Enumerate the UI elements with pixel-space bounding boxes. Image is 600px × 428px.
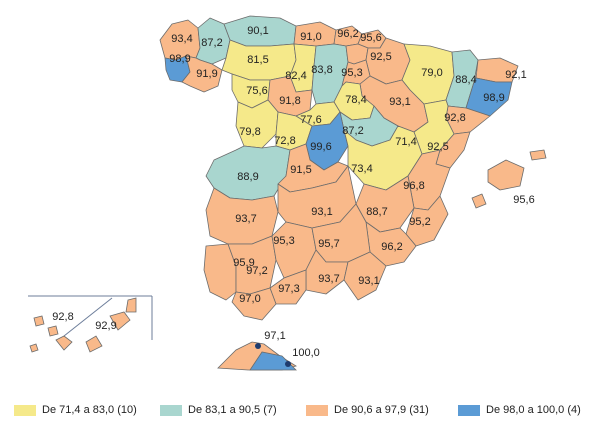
legend-item-orange: De 90,6 a 97,9 (31) xyxy=(306,402,429,418)
island-mallorca xyxy=(487,159,525,191)
ceuta-melilla-inset xyxy=(217,341,297,371)
province-value-label: 95,6 xyxy=(513,194,534,206)
legend-item-yellow: De 71,4 a 83,0 (10) xyxy=(14,402,137,418)
province-almeria xyxy=(343,251,387,301)
province-value-label: 93,1 xyxy=(358,275,379,287)
province-value-label: 99,6 xyxy=(310,141,331,153)
province-value-label: 93,4 xyxy=(171,33,192,45)
province-value-label: 97,2 xyxy=(246,265,267,277)
spain-choropleth-map: 93,4 87,290,1 91,0 96,2 95,698,991,981,583,8… xyxy=(28,15,547,371)
legend-swatch xyxy=(14,404,36,416)
province-value-label: 91,5 xyxy=(290,164,311,176)
province-value-label: 91,0 xyxy=(300,31,321,43)
legend-label: De 71,4 a 83,0 (10) xyxy=(42,404,137,416)
province-value-label: 95,3 xyxy=(273,235,294,247)
legend-swatch xyxy=(306,404,328,416)
province-value-label: 92,1 xyxy=(505,69,526,81)
province-value-label: 96,8 xyxy=(403,180,424,192)
legend-label: De 98,0 a 100,0 (4) xyxy=(486,404,581,416)
province-value-label: 92,8 xyxy=(444,112,465,124)
province-value-label: 96,2 xyxy=(337,28,358,40)
canary-islands-inset xyxy=(28,295,153,353)
island-ibiza xyxy=(471,193,487,209)
province-value-label: 91,8 xyxy=(279,95,300,107)
province-value-label: 87,2 xyxy=(201,37,222,49)
legend-item-blue: De 98,0 a 100,0 (4) xyxy=(458,402,581,418)
province-value-label: 95,9 xyxy=(233,257,254,269)
province-value-label: 93,1 xyxy=(311,206,332,218)
province-alicante xyxy=(405,195,449,247)
province-value-label: 88,7 xyxy=(366,206,387,218)
province-value-label: 88,4 xyxy=(455,74,476,86)
province-value-label: 92,8 xyxy=(52,311,73,323)
province-value-label: 81,5 xyxy=(247,54,268,66)
legend-item-teal: De 83,1 a 90,5 (7) xyxy=(160,402,277,418)
province-value-label: 97,3 xyxy=(278,283,299,295)
province-value-label: 78,4 xyxy=(345,94,366,106)
island-menorca xyxy=(529,149,547,161)
province-value-label: 73,4 xyxy=(351,163,372,175)
province-value-label: 93,1 xyxy=(389,96,410,108)
province-value-label: 98,9 xyxy=(483,92,504,104)
province-value-label: 100,0 xyxy=(292,347,320,359)
province-value-label: 98,9 xyxy=(169,53,190,65)
province-value-label: 93,7 xyxy=(318,273,339,285)
province-value-label: 95,2 xyxy=(409,216,430,228)
province-value-label: 87,2 xyxy=(342,125,363,137)
province-value-label: 92,5 xyxy=(370,51,391,63)
province-value-label: 90,1 xyxy=(247,25,268,37)
province-lugo xyxy=(195,17,231,65)
province-value-label: 79,8 xyxy=(239,126,260,138)
legend: De 71,4 a 83,0 (10) De 83,1 a 90,5 (7) D… xyxy=(0,398,600,422)
province-value-label: 79,0 xyxy=(421,67,442,79)
province-salamanca xyxy=(235,99,279,149)
province-value-label: 93,7 xyxy=(235,213,256,225)
province-value-label: 92,5 xyxy=(427,141,448,153)
province-value-label: 71,4 xyxy=(395,136,416,148)
province-value-label: 92,9 xyxy=(95,320,116,332)
province-value-label: 95,6 xyxy=(360,32,381,44)
province-value-label: 95,7 xyxy=(318,238,339,250)
province-value-label: 97,0 xyxy=(239,293,260,305)
province-value-label: 88,9 xyxy=(237,171,258,183)
province-value-label: 75,6 xyxy=(246,85,267,97)
legend-swatch xyxy=(458,404,480,416)
province-value-label: 83,8 xyxy=(311,64,332,76)
legend-label: De 83,1 a 90,5 (7) xyxy=(188,404,277,416)
legend-label: De 90,6 a 97,9 (31) xyxy=(334,404,429,416)
legend-swatch xyxy=(160,404,182,416)
province-value-label: 82,4 xyxy=(285,70,306,82)
province-value-label: 96,2 xyxy=(381,241,402,253)
province-cadiz xyxy=(231,287,277,321)
province-value-label: 95,3 xyxy=(341,67,362,79)
province-value-label: 97,1 xyxy=(264,330,285,342)
province-value-label: 91,9 xyxy=(196,68,217,80)
province-ourense xyxy=(181,55,223,93)
province-value-label: 72,8 xyxy=(274,135,295,147)
province-value-label: 77,6 xyxy=(300,114,321,126)
